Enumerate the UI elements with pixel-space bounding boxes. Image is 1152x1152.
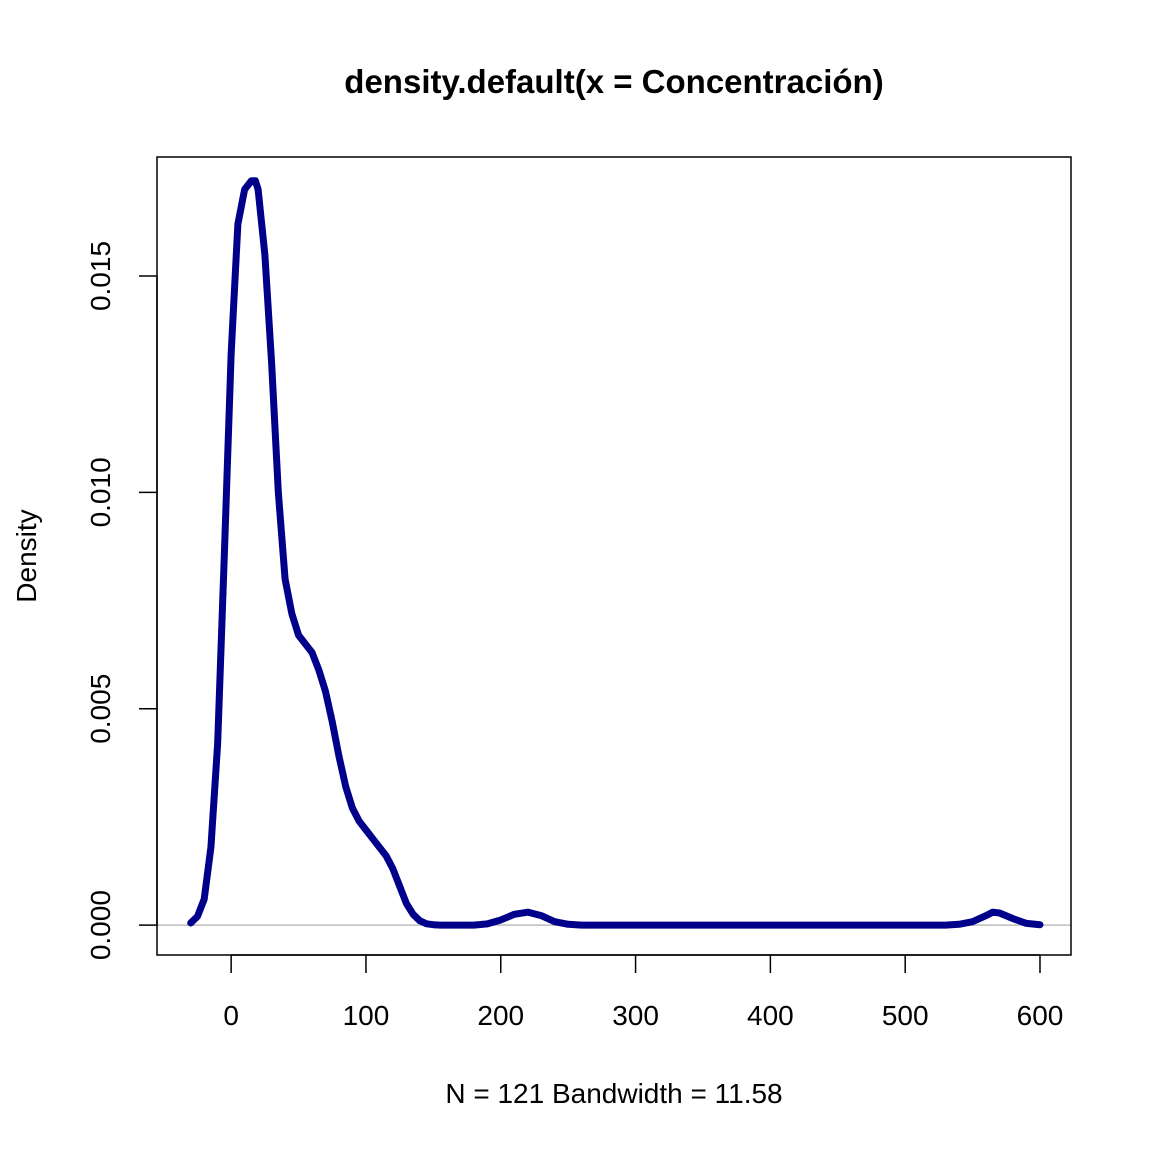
y-tick-label: 0.005 (85, 674, 116, 744)
x-tick-label: 0 (223, 1000, 239, 1031)
x-tick-label: 200 (477, 1000, 524, 1031)
density-curve (187, 177, 1044, 929)
x-axis: 0 100 200 300 400 500 600 (223, 954, 1064, 1031)
chart-title: density.default(x = Concentración) (344, 63, 883, 100)
y-tick-label: 0.010 (85, 457, 116, 527)
x-tick-label: 100 (343, 1000, 390, 1031)
x-tick-label: 600 (1017, 1000, 1064, 1031)
y-tick-label: 0.015 (85, 241, 116, 311)
y-axis: 0.000 0.005 0.010 0.015 (85, 241, 158, 960)
x-axis-label: N = 121 Bandwidth = 11.58 (445, 1078, 782, 1109)
x-tick-label: 400 (747, 1000, 794, 1031)
x-tick-label: 300 (612, 1000, 659, 1031)
x-tick-label: 500 (882, 1000, 929, 1031)
plot-frame (156, 156, 1072, 956)
y-axis-label: Density (11, 509, 42, 602)
y-tick-label: 0.000 (85, 890, 116, 960)
